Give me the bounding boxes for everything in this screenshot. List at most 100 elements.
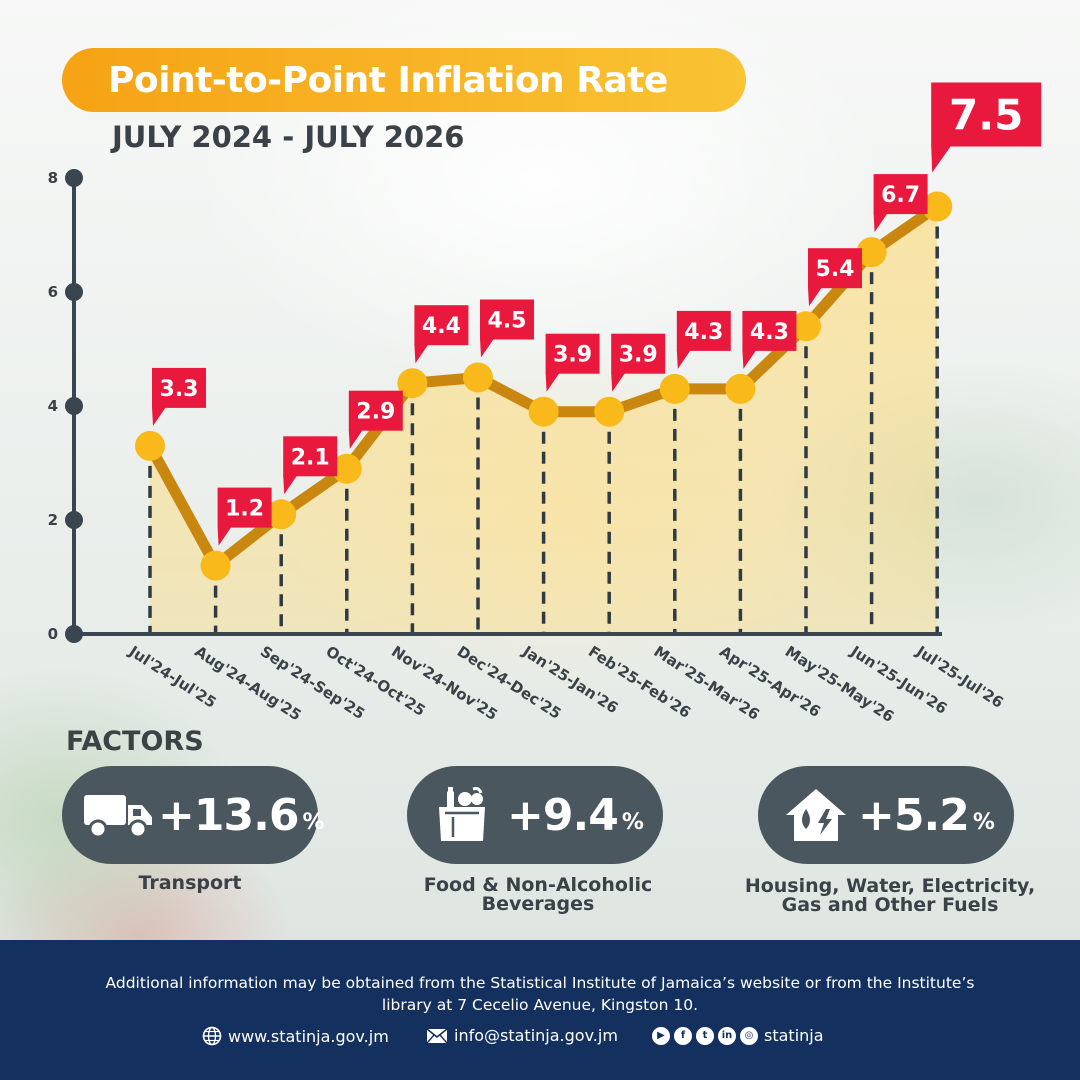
data-point [331,453,362,484]
data-point [397,368,428,399]
y-tick-label: 4 [48,397,58,415]
data-label-pointer [808,287,822,307]
data-label-box [348,390,403,431]
data-label-pointer [283,475,298,495]
data-point [725,373,756,404]
data-label-pointer [152,406,166,426]
data-label-box [414,305,469,346]
data-label-box [808,248,862,289]
data-label: 4.3 [676,310,731,369]
data-label-text: 4.3 [684,320,723,345]
inflation-line-chart: 0 2 4 6 8 3.3 1.2 2.1 2.9 4.4 4.5 3.9 3.9 4.3 4.3 5.4 6… [48,82,1042,726]
data-label-pointer [931,145,952,173]
factor-food-value: +9.4 [507,789,619,841]
data-label-box [283,436,338,477]
website-text: www.statinja.gov.jm [228,1026,389,1046]
data-point [200,550,231,581]
y-tick-dot [65,511,83,529]
house-utilities-icon [778,787,854,843]
data-point [135,430,165,461]
data-point [528,396,559,427]
data-label: 5.4 [808,248,862,307]
data-label-box [217,487,272,528]
data-label-text: 2.1 [291,445,330,470]
social-handle: statinja [764,1026,824,1045]
data-label-text: 7.5 [949,91,1023,140]
data-label-text: 1.2 [225,497,264,522]
factor-transport-label-line1: Transport [138,872,242,894]
truck-icon [82,787,154,843]
data-label-text: 4.4 [422,314,461,339]
data-label: 7.5 [931,82,1042,173]
factor-transport-label: Transport [90,874,290,893]
data-point [791,311,821,342]
data-label-pointer [480,338,494,358]
instagram-icon[interactable]: ◎ [740,1026,758,1045]
linkedin-icon[interactable]: in [718,1026,736,1045]
data-label: 6.7 [873,174,928,233]
factor-food-unit: % [621,809,644,835]
data-label-pointer [873,213,888,233]
data-label-box [873,174,928,215]
data-label-box [931,82,1042,147]
factor-housing-label-line1: Housing, Water, Electricity, [744,875,1036,897]
page-title: Point-to-Point Inflation Rate [108,59,668,101]
factor-transport-pill: +13.6 % [62,766,324,864]
data-label: 1.2 [217,487,272,546]
data-point [463,362,493,393]
factor-food-pill: +9.4 % [407,766,663,864]
footer-info-line1: Additional information may be obtained f… [105,974,975,992]
data-label: 3.3 [152,367,206,426]
factor-food-label-line1: Food & Non-Alcoholic [423,874,653,896]
data-point [659,373,690,404]
y-tick-label: 0 [48,625,58,643]
data-label-text: 2.9 [356,400,395,425]
y-tick-label: 2 [48,511,58,529]
data-point [594,396,625,427]
data-label: 3.9 [611,333,666,392]
y-tick-dot [65,169,83,187]
title-banner: Point-to-Point Inflation Rate [62,48,746,112]
grocery-bag-icon [427,787,503,843]
globe-icon [202,1026,222,1046]
data-label-pointer [217,526,232,546]
data-label-pointer [414,344,429,364]
email-link[interactable]: info@statinja.gov.jm [426,1026,618,1045]
facebook-icon[interactable]: f [674,1026,692,1045]
data-label: 2.9 [348,390,403,449]
x-tick-label: May'25-May'26 [782,642,897,726]
data-point [266,499,297,530]
email-text: info@statinja.gov.jm [454,1026,618,1045]
data-label-box [480,299,534,340]
page-subtitle: JULY 2024 - JULY 2026 [112,120,465,154]
data-label-box [545,333,600,374]
data-label-box [611,333,666,374]
youtube-icon[interactable]: ▶ [652,1026,670,1045]
data-label-text: 3.9 [553,343,592,368]
mail-icon [426,1027,448,1043]
data-label-box [676,310,731,351]
data-label: 4.5 [480,299,534,358]
data-label-pointer [348,429,363,449]
data-label-text: 4.3 [750,320,789,345]
data-label-pointer [545,372,560,392]
y-tick-dot [65,397,83,415]
data-label-text: 3.3 [160,377,199,402]
data-label-pointer [676,349,691,369]
data-label: 4.4 [414,305,469,364]
data-point [856,237,887,268]
data-label: 4.3 [742,310,797,369]
factor-housing-label: Housing, Water, Electricity, Gas and Oth… [720,877,1060,915]
factor-housing-pill: +5.2 % [758,766,1014,864]
twitter-icon[interactable]: t [696,1026,714,1045]
data-label-text: 5.4 [816,257,855,282]
data-label-box [742,310,797,351]
data-point [922,191,953,222]
y-tick-label: 6 [48,283,58,301]
data-label: 3.9 [545,333,600,392]
data-label-pointer [742,349,757,369]
y-tick-dot [65,625,83,643]
social-links: ▶ f t in ◎ statinja [652,1026,824,1045]
footer-info: Additional information may be obtained f… [30,972,1050,1016]
website-link[interactable]: www.statinja.gov.jm [202,1026,389,1046]
